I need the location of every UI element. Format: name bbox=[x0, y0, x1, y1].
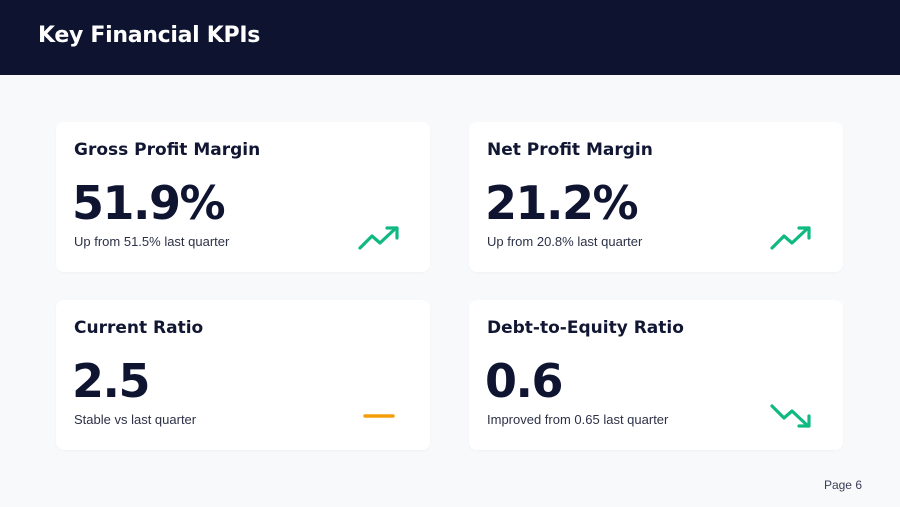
trend-flat-icon-graphic bbox=[363, 414, 395, 418]
kpi-title: Gross Profit Margin bbox=[74, 140, 261, 160]
kpi-note: Up from 51.5% last quarter bbox=[74, 234, 230, 249]
kpi-value: 2.5 bbox=[72, 354, 151, 408]
kpi-title: Debt-to-Equity Ratio bbox=[487, 318, 684, 338]
kpi-value: 21.2% bbox=[485, 176, 639, 230]
kpi-note: Improved from 0.65 last quarter bbox=[487, 412, 669, 427]
page-title: Key Financial KPIs bbox=[38, 23, 261, 48]
trend-down-icon-graphic bbox=[770, 404, 811, 428]
page-number: Page 6 bbox=[823, 478, 862, 492]
kpi-note: Stable vs last quarter bbox=[74, 412, 197, 427]
kpi-value: 0.6 bbox=[485, 354, 564, 408]
trend-flat-icon bbox=[356, 400, 404, 432]
kpi-note: Up from 20.8% last quarter bbox=[487, 234, 643, 249]
kpi-value: 51.9% bbox=[72, 176, 226, 230]
trend-up-icon bbox=[768, 222, 816, 254]
trend-up-icon-graphic bbox=[358, 226, 399, 250]
trend-up-icon-graphic bbox=[770, 226, 811, 250]
kpi-card-debt-to-equity-ratio: Debt-to-Equity Ratio 0.6 Improved from 0… bbox=[469, 300, 843, 450]
kpi-title: Current Ratio bbox=[74, 318, 204, 338]
trend-up-icon bbox=[356, 222, 404, 254]
kpi-title: Net Profit Margin bbox=[487, 140, 653, 160]
kpi-card-net-profit-margin: Net Profit Margin 21.2% Up from 20.8% la… bbox=[469, 122, 843, 272]
header-bar: Key Financial KPIs bbox=[0, 0, 900, 75]
kpi-card-gross-profit-margin: Gross Profit Margin 51.9% Up from 51.5% … bbox=[56, 122, 430, 272]
trend-down-icon bbox=[768, 400, 816, 432]
kpi-card-current-ratio: Current Ratio 2.5 Stable vs last quarter bbox=[56, 300, 430, 450]
